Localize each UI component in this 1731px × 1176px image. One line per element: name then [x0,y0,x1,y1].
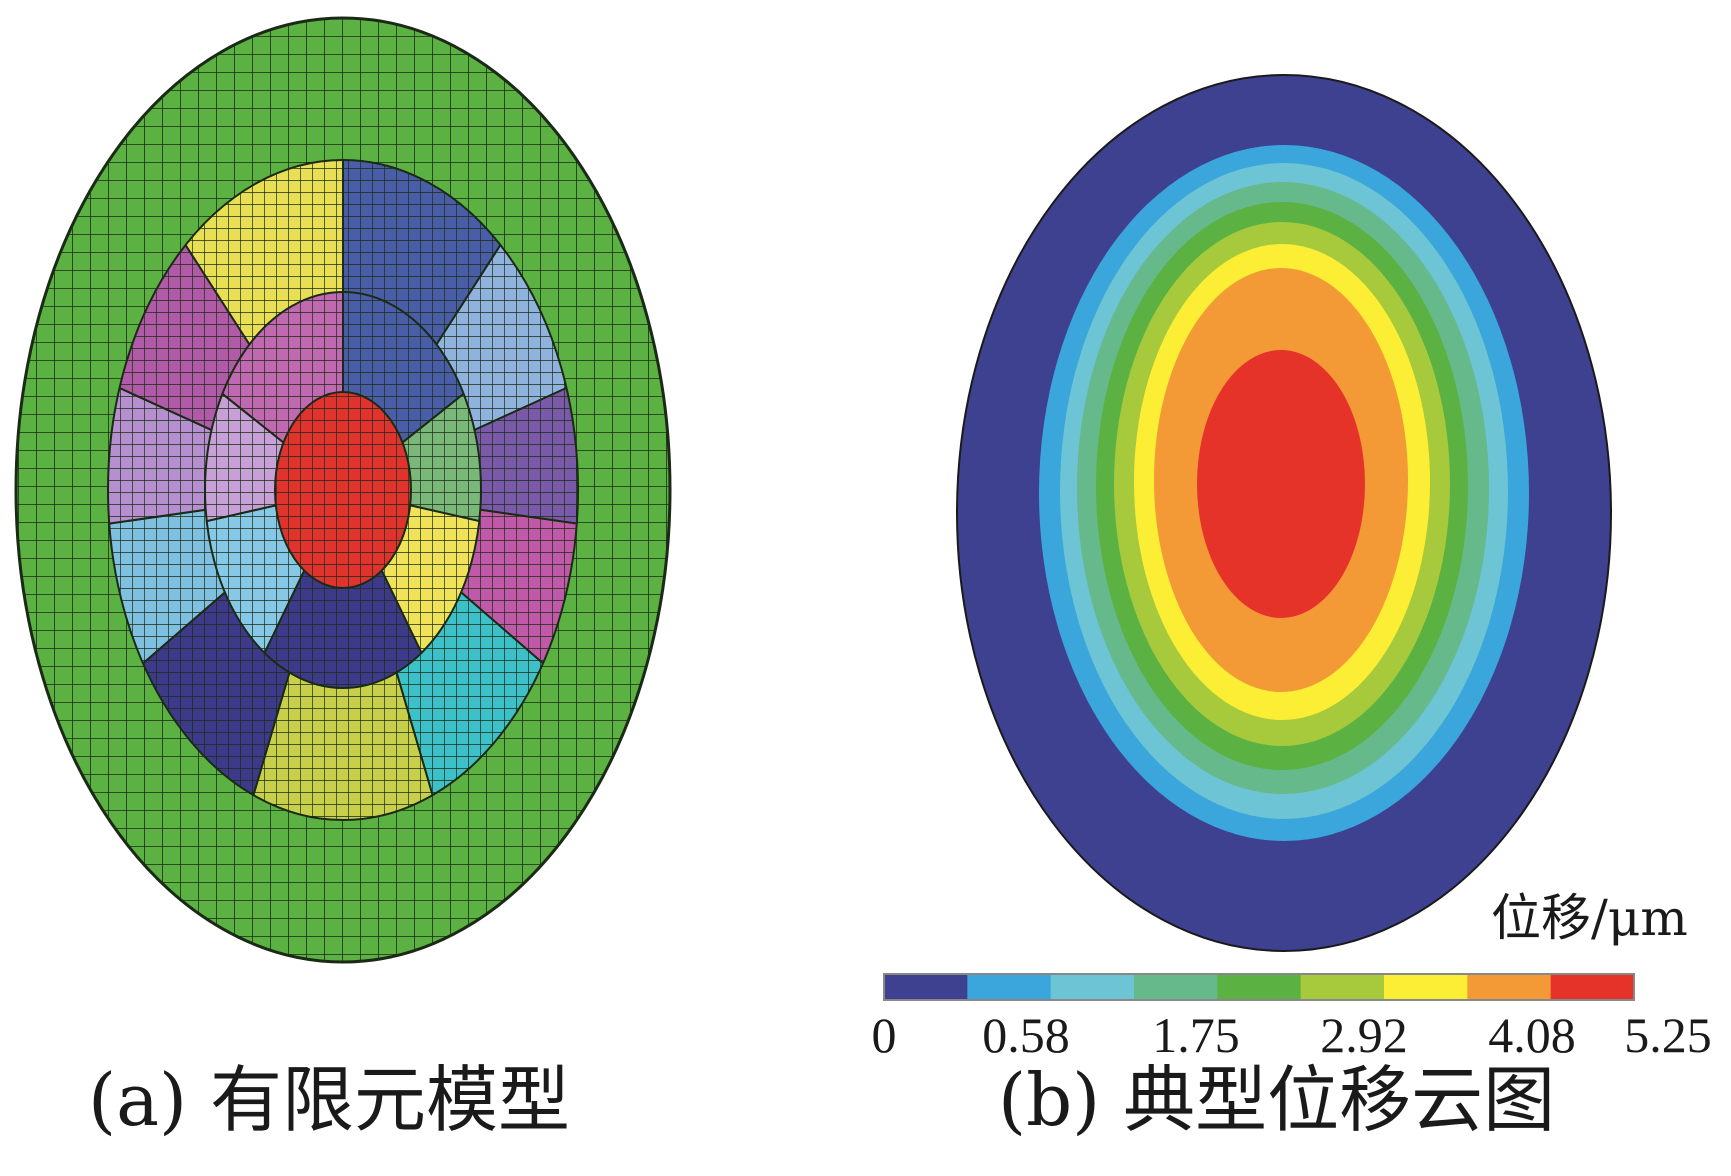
colorbar-tick-label: 4.08 [1488,1007,1576,1063]
mesh-sector-grid [343,490,578,820]
colorbar-swatch [1467,974,1552,1000]
middle-ring-outline [107,159,579,821]
mesh-sector-grid [108,490,343,820]
mesh-sector-grid [205,490,343,688]
mesh-sector-grid [205,292,343,579]
colorbar-tick-label: 0.58 [982,1007,1070,1063]
mesh-sector-grid [343,292,481,579]
mesh-sector-grid [343,240,578,576]
panel-a-caption: (a) 有限元模型 [88,1058,570,1142]
colorbar-swatch [1050,974,1135,1000]
mesh-sector-grid [205,292,343,490]
colorbar-swatch [884,974,968,1000]
colorbar-tick-labels: 0 0.58 1.75 2.92 4.08 5.25 [872,1007,1712,1063]
colorbar-swatch [1384,974,1468,1000]
colorbar-tick-label: 0 [872,1007,897,1063]
colorbar-frame [883,973,1635,1001]
mesh-sector-grid [343,292,481,490]
displacement-contour-plot: 位移/μm 0 0.58 1.75 2.92 4.08 5.25 (b) 典型位… [872,74,1712,1142]
colorbar-swatch [1217,974,1302,1000]
colorbar [884,974,1635,1000]
inner-sector-ring [205,292,481,688]
mesh-sector-grid [343,160,578,490]
mesh-sector-grid [343,490,481,688]
colorbar-unit-label: 位移/μm [1491,889,1688,947]
contour-bands [956,74,1612,952]
colorbar-swatch [1300,974,1385,1000]
colorbar-swatch [1550,974,1635,1000]
finite-element-model: (a) 有限元模型 [14,16,672,1142]
colorbar-swatch [1134,974,1218,1000]
colorbar-tick-label: 5.25 [1624,1007,1712,1063]
mesh-sector-grid [205,490,481,688]
mesh-sector-grid [108,240,343,576]
colorbar-tick-label: 1.75 [1152,1007,1240,1063]
colorbar-tick-label: 2.92 [1320,1007,1408,1063]
core-mesh [275,392,411,588]
panel-b-caption: (b) 典型位移云图 [998,1058,1555,1142]
colorbar-swatch [967,974,1052,1000]
contour-band [1197,350,1365,618]
inner-ring-outline [204,291,482,689]
mesh-sector-grid [108,160,343,490]
mesh-sector-grid [174,490,512,820]
